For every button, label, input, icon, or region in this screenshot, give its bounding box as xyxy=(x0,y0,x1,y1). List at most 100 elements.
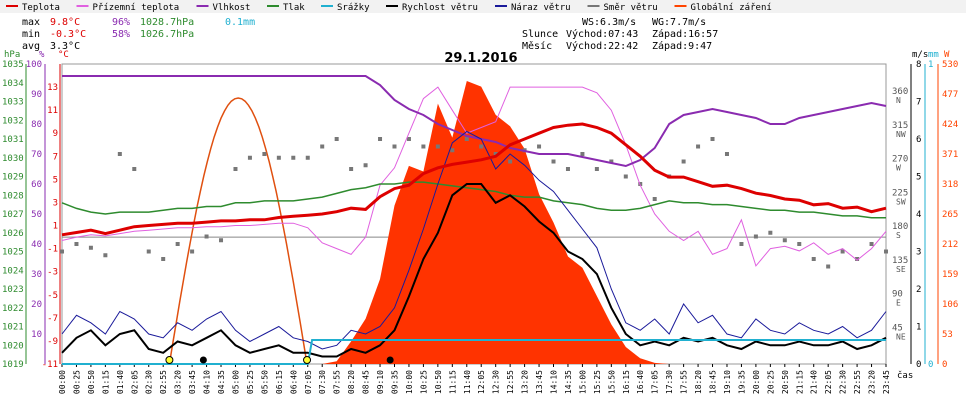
tick-label-pressure: 1029 xyxy=(2,173,24,183)
tick-label-temperature: -3 xyxy=(47,268,58,278)
tick-label-pressure: 1020 xyxy=(2,341,24,351)
legend-label: Tlak xyxy=(283,3,305,13)
x-tick-label: 19:35 xyxy=(737,370,746,394)
wind-dir-point xyxy=(826,264,831,269)
x-tick-label: 22:30 xyxy=(839,370,848,394)
unit-hpa: hPa xyxy=(4,50,20,60)
x-tick-label: 08:20 xyxy=(347,370,356,394)
tick-label-wind-speed: 2 xyxy=(916,285,921,295)
unit-pct: % xyxy=(39,50,45,60)
legend-label: Náraz větru xyxy=(511,3,571,13)
x-tick-label: 19:10 xyxy=(723,370,732,394)
x-tick-label: 20:00 xyxy=(752,370,761,394)
stat-avg-temp: 3.3°C xyxy=(50,41,80,52)
x-tick-label: 22:55 xyxy=(853,370,862,394)
sunrise-info: Východ:07:43 xyxy=(566,28,638,40)
x-tick-label: 14:35 xyxy=(564,370,573,394)
tick-label-pressure: 1025 xyxy=(2,248,24,258)
tick-label-temperature: 11 xyxy=(47,106,58,116)
x-tick-label: 06:15 xyxy=(275,370,284,394)
sunset-marker xyxy=(303,356,312,364)
tick-label-wind-dir-name: E xyxy=(896,299,901,308)
stat-max-rain: 0.1mm xyxy=(225,17,255,28)
wind-gust-info: WG:7.7m/s xyxy=(652,17,706,28)
stat-min-hum: 58% xyxy=(112,29,130,40)
wind-dir-point xyxy=(797,242,802,246)
x-tick-label: 12:05 xyxy=(477,370,486,394)
tick-label-wind-dir-name: S xyxy=(896,231,901,240)
legend-label: Teplota xyxy=(22,3,60,13)
wind-dir-point xyxy=(753,234,758,239)
x-tick-label: 02:55 xyxy=(159,370,168,394)
tick-label-wind-dir: 135 xyxy=(892,256,908,266)
wind-dir-point xyxy=(320,144,325,149)
tick-label-radiation: 477 xyxy=(942,90,958,100)
tick-label-pressure: 1028 xyxy=(2,191,24,201)
wind-dir-point xyxy=(334,137,339,141)
x-tick-label: 18:45 xyxy=(709,370,718,394)
legend-swatch xyxy=(6,5,18,7)
tick-label-wind-speed: 1 xyxy=(916,323,921,333)
wind-dir-point xyxy=(681,159,686,164)
wind-dir-point xyxy=(406,137,411,141)
wind-dir-point xyxy=(204,234,209,239)
wind-dir-point xyxy=(623,174,628,179)
unit-ms: m/s xyxy=(912,50,928,60)
tick-label-pressure: 1032 xyxy=(2,116,24,126)
tick-label-wind-speed: 3 xyxy=(916,248,921,258)
wind-dir-point xyxy=(739,242,744,246)
wind-dir-point xyxy=(219,238,224,243)
tick-label-temperature: 5 xyxy=(53,175,58,185)
tick-label-humidity: 70 xyxy=(31,150,42,160)
x-tick-label: 13:20 xyxy=(521,370,530,394)
wind-dir-point xyxy=(247,155,252,160)
wind-dir-point xyxy=(724,152,729,156)
wind-dir-point xyxy=(392,144,397,149)
legend-swatch xyxy=(386,5,398,7)
tick-label-humidity: 30 xyxy=(31,270,42,280)
tick-label-pressure: 1035 xyxy=(2,60,24,70)
x-tick-label: 07:05 xyxy=(304,370,313,394)
legend-swatch xyxy=(674,5,687,7)
tick-label-wind-speed: 5 xyxy=(916,173,921,183)
x-tick-label: 17:05 xyxy=(651,370,660,394)
wind-dir-point xyxy=(146,249,151,254)
stat-min-label: min xyxy=(22,29,40,40)
tick-label-wind-speed: 7 xyxy=(916,98,921,108)
info-box: WS:6.3m/s WG:7.7m/s Slunce Východ:07:43 … xyxy=(522,17,718,52)
tick-label-temperature: 13 xyxy=(47,83,58,93)
stat-min-temp: -0.3°C xyxy=(50,29,86,40)
wind-dir-point xyxy=(88,245,93,250)
tick-label-wind-dir-name: NW xyxy=(896,130,906,139)
stat-avg-label: avg xyxy=(22,41,40,52)
tick-label-wind-speed: 8 xyxy=(916,60,921,70)
tick-label-temperature: -11 xyxy=(42,360,58,370)
wind-speed-info: WS:6.3m/s xyxy=(582,17,636,28)
wind-dir-point xyxy=(464,137,469,141)
x-tick-label: 02:30 xyxy=(145,370,154,394)
legend-swatch xyxy=(495,5,507,7)
x-tick-label: 10:00 xyxy=(405,370,414,394)
tick-label-pressure: 1026 xyxy=(2,229,24,239)
tick-label-humidity: 90 xyxy=(31,90,42,100)
wind-dir-point xyxy=(782,238,787,243)
x-tick-label: 22:05 xyxy=(824,370,833,394)
temperature-line xyxy=(61,122,887,237)
wind-dir-point xyxy=(291,155,296,160)
x-tick-label: 06:40 xyxy=(289,370,298,394)
wind-dir-point xyxy=(594,167,599,171)
x-tick-label: 10:50 xyxy=(434,370,443,394)
x-tick-label: 21:15 xyxy=(795,370,804,394)
tick-label-pressure: 1034 xyxy=(2,79,24,89)
tick-label-temperature: 7 xyxy=(53,152,58,162)
x-tick-label: 00:25 xyxy=(72,370,81,394)
tick-label-temperature: -5 xyxy=(47,291,58,301)
moonset-info: Západ:9:47 xyxy=(652,40,712,52)
wind-dir-point xyxy=(551,159,556,164)
tick-label-temperature: -9 xyxy=(47,337,58,347)
x-tick-label: 13:45 xyxy=(535,370,544,394)
stat-max-press: 1028.7hPa xyxy=(140,17,194,28)
wind-dir-point xyxy=(74,242,79,246)
chart-title: 29.1.2016 xyxy=(444,51,517,66)
stat-max-temp: 9.8°C xyxy=(50,17,80,28)
